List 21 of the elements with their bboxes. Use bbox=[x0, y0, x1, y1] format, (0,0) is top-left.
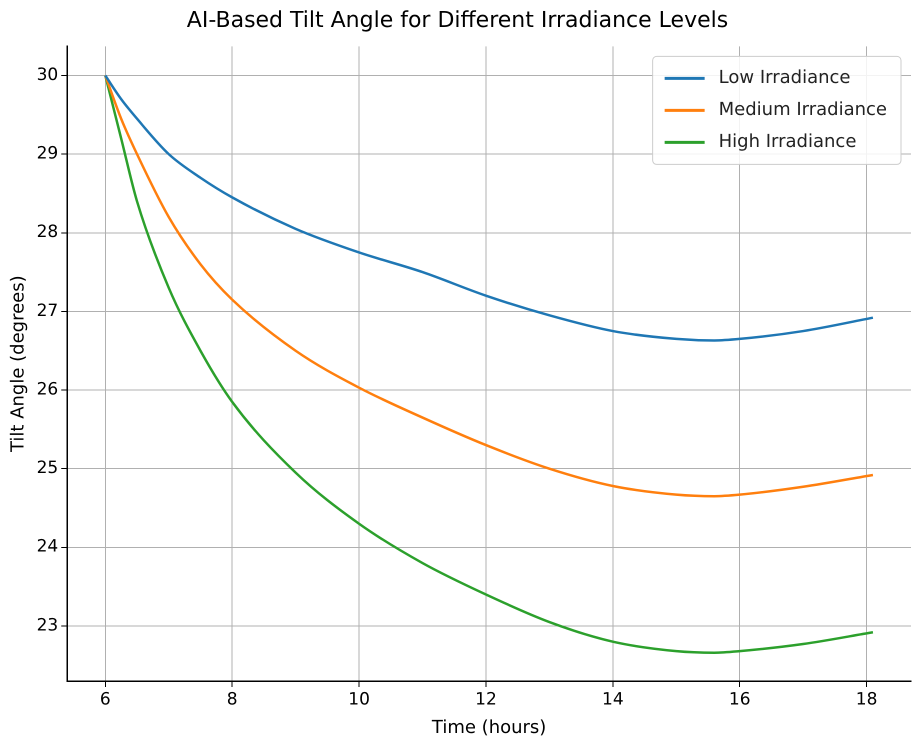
y-axis-title: Tilt Angle (degrees) bbox=[7, 275, 28, 454]
y-tick-label: 27 bbox=[36, 300, 58, 321]
legend-label: Medium Irradiance bbox=[718, 99, 888, 120]
y-tick-label: 26 bbox=[36, 379, 58, 400]
x-tick-label: 16 bbox=[728, 690, 751, 710]
x-tick-label: 12 bbox=[475, 690, 497, 710]
y-tick-label: 29 bbox=[36, 144, 58, 164]
y-tick-label: 25 bbox=[36, 458, 58, 478]
chart-title: AI-Based Tilt Angle for Different Irradiance Levels bbox=[186, 8, 728, 33]
x-tick-label: 18 bbox=[856, 690, 878, 710]
legend-label: High Irradiance bbox=[718, 131, 856, 152]
y-tick-label: 30 bbox=[36, 64, 58, 85]
x-tick-label: 6 bbox=[100, 690, 111, 710]
y-tick-label: 23 bbox=[36, 615, 58, 636]
x-axis-title: Time (hours) bbox=[430, 716, 546, 738]
x-tick-label: 14 bbox=[602, 690, 624, 710]
legend-label: Low Irradiance bbox=[718, 67, 850, 88]
x-tick-label: 8 bbox=[226, 690, 238, 710]
y-tick-label: 28 bbox=[36, 222, 58, 242]
x-tick-label: 10 bbox=[348, 690, 370, 710]
y-tick-label: 24 bbox=[36, 536, 58, 557]
